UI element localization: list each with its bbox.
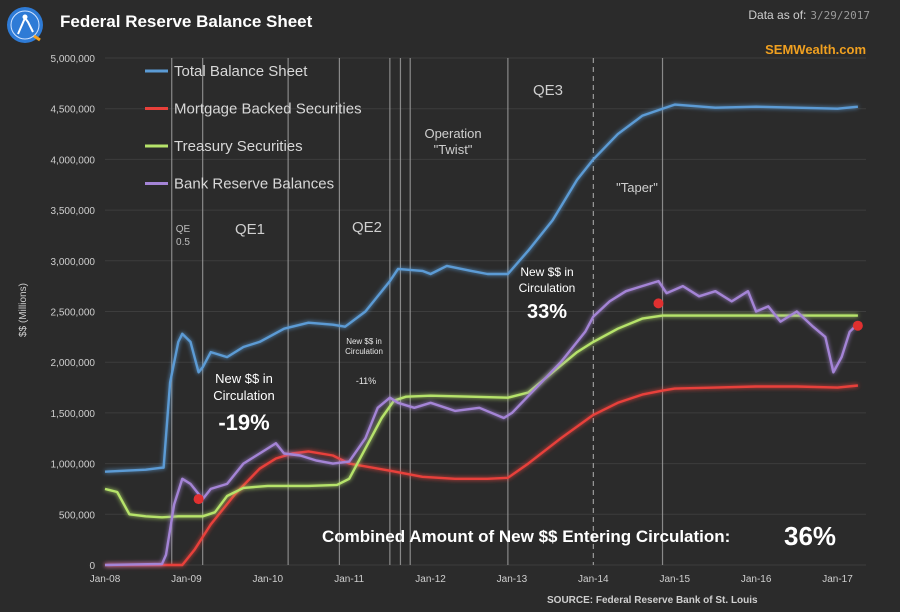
y-tick-label-6: 3,000,000 — [51, 257, 96, 268]
qe3-new-money-line1: New $$ in — [520, 265, 573, 279]
source-label: SOURCE: Federal Reserve Bank of St. Loui… — [547, 595, 758, 606]
y-axis: 0 500,000 1,000,000 1,500,000 2,000,000 2,500… — [51, 54, 96, 572]
y-tick-label-0: 0 — [89, 561, 95, 572]
taper-label: "Taper" — [616, 180, 658, 195]
marker-point-0 — [193, 494, 204, 505]
qe05-label-line2: 0.5 — [176, 237, 190, 248]
twist-label-line2: "Twist" — [434, 142, 473, 157]
y-tick-label-10: 5,000,000 — [51, 54, 96, 65]
qe2-new-money-pct: -11% — [356, 376, 376, 386]
qe3-label: QE3 — [533, 82, 563, 99]
legend-label-reserves: Bank Reserve Balances — [174, 176, 334, 193]
data-as-of-label: Data as of: — [748, 8, 807, 22]
qe1-new-money-line2: Circulation — [213, 388, 274, 403]
marker-point-1 — [653, 298, 664, 309]
x-tick-label-4: Jan-12 — [415, 574, 446, 585]
series-line-reserves — [104, 279, 859, 567]
qe1-new-money-pct: -19% — [218, 410, 269, 435]
combined-pct: 36% — [784, 521, 836, 551]
y-tick-label-9: 4,500,000 — [51, 105, 96, 116]
y-tick-label-3: 1,500,000 — [51, 409, 96, 420]
twist-label-line1: Operation — [424, 126, 481, 141]
x-tick-label-6: Jan-14 — [578, 574, 609, 585]
annotations: QE 0.5 QE1 QE2 Operation "Twist" QE3 "Ta… — [176, 82, 836, 606]
x-tick-label-1: Jan-09 — [171, 574, 202, 585]
combined-label: Combined Amount of New $$ Entering Circu… — [322, 527, 730, 546]
y-tick-label-2: 1,000,000 — [51, 460, 96, 471]
y-tick-label-4: 2,000,000 — [51, 358, 96, 369]
legend-label-treasury: Treasury Securities — [174, 138, 303, 155]
data-as-of-date: 3/29/2017 — [810, 9, 870, 22]
x-tick-label-3: Jan-11 — [334, 574, 364, 585]
y-axis-label: $$ (Millions) — [18, 283, 29, 337]
x-tick-label-5: Jan-13 — [497, 574, 528, 585]
qe1-new-money-line1: New $$ in — [215, 371, 273, 386]
y-tick-label-8: 4,000,000 — [51, 155, 96, 166]
program-divider-lines — [171, 58, 664, 565]
legend-label-mbs: Mortgage Backed Securities — [174, 101, 362, 118]
page-title: Federal Reserve Balance Sheet — [60, 12, 313, 31]
x-tick-label-9: Jan-17 — [822, 574, 853, 585]
x-tick-label-7: Jan-15 — [659, 574, 690, 585]
x-tick-label-0: Jan-08 — [90, 574, 121, 585]
x-tick-label-2: Jan-10 — [252, 574, 283, 585]
qe2-label: QE2 — [352, 219, 382, 236]
qe3-new-money-line2: Circulation — [519, 281, 576, 295]
series-line-treasury — [104, 314, 858, 519]
qe05-label-line1: QE — [176, 224, 191, 235]
qe1-label: QE1 — [235, 221, 265, 238]
legend: Total Balance Sheet Mortgage Backed Secur… — [145, 63, 362, 193]
qe3-new-money-pct: 33% — [527, 301, 567, 323]
legend-label-total: Total Balance Sheet — [174, 63, 308, 80]
grid-lines — [105, 57, 866, 566]
marker-point-2 — [852, 320, 863, 331]
series-group — [104, 103, 859, 567]
data-as-of: Data as of: 3/29/2017 — [748, 8, 870, 22]
qe2-new-money-line1: New $$ in — [346, 337, 382, 346]
brand-link[interactable]: SEMWealth.com — [765, 42, 866, 57]
semwealth-logo — [6, 6, 44, 44]
marker-group — [193, 298, 863, 505]
qe2-new-money-line2: Circulation — [345, 347, 383, 356]
series-line-mbs — [105, 384, 859, 567]
series-line-total — [104, 103, 859, 473]
y-tick-label-1: 500,000 — [59, 510, 96, 521]
y-tick-label-5: 2,500,000 — [51, 308, 96, 319]
x-tick-label-8: Jan-16 — [741, 574, 772, 585]
y-tick-label-7: 3,500,000 — [51, 206, 96, 217]
x-axis: Jan-08 Jan-09 Jan-10 Jan-11 Jan-12 Jan-13 Jan-… — [90, 574, 854, 585]
